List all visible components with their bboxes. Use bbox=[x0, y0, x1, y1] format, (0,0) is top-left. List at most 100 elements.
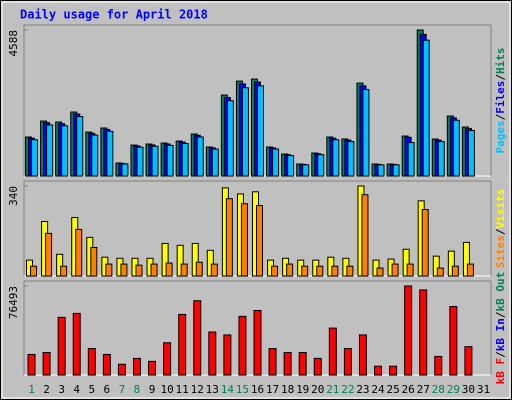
bar bbox=[161, 242, 169, 277]
bar bbox=[178, 313, 187, 376]
bar bbox=[191, 242, 199, 277]
x-tick-label: 4 bbox=[73, 383, 80, 396]
bar bbox=[374, 365, 383, 376]
legend-entry: Files bbox=[494, 81, 507, 114]
bar bbox=[136, 146, 144, 177]
legend-entry: kB In bbox=[494, 318, 507, 351]
bar bbox=[313, 357, 322, 376]
x-tick-label: 10 bbox=[160, 383, 173, 396]
bar bbox=[406, 263, 414, 277]
y-tick-label: 4588 bbox=[7, 30, 20, 57]
legend: Pages/Files/Hits bbox=[494, 48, 507, 154]
bar bbox=[60, 265, 68, 277]
bar bbox=[317, 154, 325, 177]
legend-entry: Pages bbox=[494, 120, 507, 153]
x-tick-label: 27 bbox=[417, 383, 430, 396]
x-tick-label: 9 bbox=[149, 383, 156, 396]
bar bbox=[316, 265, 324, 277]
x-tick-label: 12 bbox=[191, 383, 204, 396]
bar bbox=[301, 265, 309, 277]
bar bbox=[151, 145, 159, 177]
bar bbox=[181, 142, 189, 177]
bar bbox=[196, 136, 204, 177]
x-tick-label: 11 bbox=[176, 383, 189, 396]
legend-entry: kB F bbox=[494, 358, 507, 385]
bar bbox=[432, 255, 440, 277]
bar bbox=[391, 263, 399, 277]
x-tick-label: 23 bbox=[356, 383, 369, 396]
bar bbox=[76, 116, 84, 177]
bar bbox=[268, 348, 277, 376]
bar bbox=[238, 315, 247, 376]
bar bbox=[135, 264, 143, 277]
bar bbox=[298, 352, 307, 376]
bar bbox=[150, 263, 158, 277]
x-tick-label: 25 bbox=[386, 383, 399, 396]
bar bbox=[257, 85, 264, 177]
bar bbox=[27, 353, 36, 376]
legend-separator: / bbox=[494, 351, 507, 358]
x-tick-label: 20 bbox=[311, 383, 324, 396]
bar bbox=[256, 205, 263, 277]
x-tick-label: 17 bbox=[266, 383, 279, 396]
x-tick-label: 16 bbox=[251, 383, 264, 396]
x-tick-label: 24 bbox=[371, 383, 385, 396]
bar bbox=[105, 263, 113, 277]
x-tick-label: 29 bbox=[447, 383, 460, 396]
bar bbox=[148, 360, 157, 376]
bar bbox=[121, 163, 129, 177]
legend-separator: / bbox=[494, 74, 507, 81]
legend-separator: / bbox=[494, 228, 507, 235]
bar bbox=[90, 246, 98, 277]
x-tick-label: 26 bbox=[402, 383, 415, 396]
bar bbox=[421, 209, 429, 277]
bar bbox=[46, 124, 54, 177]
bar bbox=[452, 119, 460, 177]
bar bbox=[346, 265, 354, 277]
bar bbox=[449, 306, 458, 376]
bar bbox=[176, 244, 184, 277]
bar bbox=[253, 309, 262, 376]
bar bbox=[287, 155, 295, 177]
bar bbox=[91, 134, 99, 177]
bar bbox=[462, 241, 470, 277]
legend: Sites/Visits bbox=[494, 189, 507, 269]
x-tick-label: 30 bbox=[462, 383, 475, 396]
chart-title: Daily usage for April 2018 bbox=[20, 8, 208, 22]
bar bbox=[72, 312, 81, 376]
bar bbox=[106, 130, 114, 177]
legend-entry: Hits bbox=[494, 48, 507, 75]
bar bbox=[331, 265, 339, 277]
x-tick-label: 15 bbox=[236, 383, 249, 396]
bar bbox=[434, 355, 443, 376]
bar bbox=[332, 139, 340, 177]
bar bbox=[404, 285, 413, 376]
bar bbox=[208, 331, 217, 376]
bar bbox=[286, 263, 294, 277]
x-tick-label: 8 bbox=[134, 383, 141, 396]
x-tick-label: 22 bbox=[341, 383, 354, 396]
x-tick-label: 13 bbox=[206, 383, 219, 396]
legend-separator: / bbox=[494, 113, 507, 120]
x-tick-label: 18 bbox=[281, 383, 294, 396]
bar bbox=[328, 327, 337, 376]
bar bbox=[389, 365, 398, 376]
x-tick-label: 28 bbox=[432, 383, 445, 396]
x-tick-label: 14 bbox=[221, 383, 235, 396]
bar bbox=[75, 228, 83, 277]
bar bbox=[240, 203, 248, 277]
bar bbox=[271, 265, 279, 277]
bar bbox=[31, 139, 39, 177]
bar bbox=[102, 353, 111, 376]
bar bbox=[436, 267, 444, 277]
bar bbox=[464, 346, 473, 376]
bar bbox=[466, 263, 474, 277]
bar bbox=[57, 316, 66, 376]
x-tick-label: 2 bbox=[43, 383, 50, 396]
bar bbox=[45, 232, 53, 277]
y-tick-label: 76493 bbox=[7, 286, 20, 319]
legend-entry: Sites bbox=[494, 235, 507, 268]
